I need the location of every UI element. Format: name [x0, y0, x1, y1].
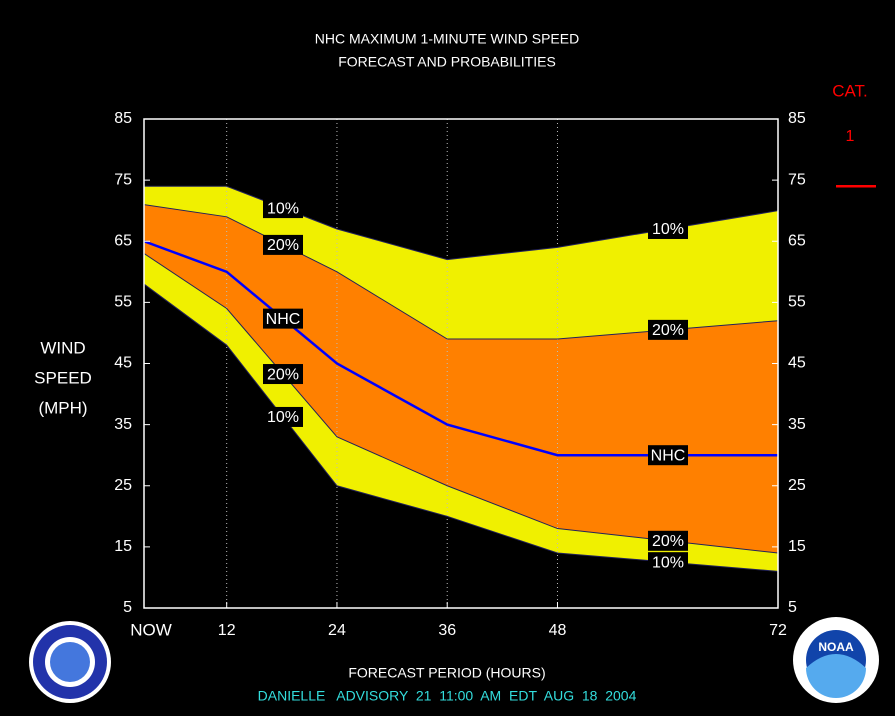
y2-tick-label: 5: [788, 599, 797, 616]
x-tick-label: 48: [549, 622, 567, 639]
x-tick-label: 72: [769, 622, 787, 639]
series-label: 20%: [652, 533, 684, 550]
series-line: [143, 253, 779, 554]
x-tick-label: 24: [328, 622, 346, 639]
series-label: 10%: [652, 221, 684, 238]
noaa-logo: NOAA: [793, 617, 879, 703]
label-box: [648, 445, 688, 466]
series-label: 10%: [652, 554, 684, 571]
y-axis-label: SPEED: [34, 368, 92, 387]
series-label: NHC: [266, 311, 301, 328]
y2-tick-label: 65: [788, 232, 806, 249]
label-box: [263, 364, 303, 385]
label-box: [263, 308, 303, 329]
y2-tick-label: 55: [788, 294, 806, 311]
label-box: [263, 234, 303, 255]
label-box: [263, 198, 303, 219]
probability-band: [144, 204, 778, 553]
series-label: 10%: [267, 409, 299, 426]
logo-text: NOAA: [818, 640, 854, 654]
y2-tick-label: 85: [788, 110, 806, 127]
label-box: [648, 218, 688, 239]
series-label: 10%: [267, 200, 299, 217]
series-label: 20%: [267, 366, 299, 383]
y-tick-label: 45: [114, 355, 132, 372]
category-name: 1: [846, 128, 855, 145]
label-box: [648, 530, 688, 551]
footer: DANIELLE ADVISORY 21 11:00 AM EDT AUG 18…: [258, 688, 637, 704]
y-tick-label: 65: [114, 232, 132, 249]
label-box: [648, 552, 688, 573]
x-tick-label: 36: [438, 622, 456, 639]
y-tick-label: 35: [114, 416, 132, 433]
y-axis-label: (MPH): [38, 398, 87, 417]
y2-tick-label: 25: [788, 477, 806, 494]
y2-tick-label: 75: [788, 171, 806, 188]
series-label: 20%: [652, 322, 684, 339]
label-box: [648, 319, 688, 340]
series-label: 20%: [267, 237, 299, 254]
logo-center: [50, 642, 90, 682]
logo-wave: [806, 654, 866, 698]
y-tick-label: 85: [114, 110, 132, 127]
y-tick-label: 75: [114, 171, 132, 188]
series-line: [143, 240, 778, 457]
y-tick-label: 15: [114, 538, 132, 555]
y-axis-label: WIND: [40, 338, 85, 357]
y-tick-label: 25: [114, 477, 132, 494]
category-label: CAT.: [832, 81, 868, 100]
series-line: [143, 283, 779, 572]
label-box: [263, 406, 303, 427]
chart-title: NHC MAXIMUM 1-MINUTE WIND SPEED: [315, 31, 579, 47]
series-line: [143, 204, 779, 340]
series-line: [144, 185, 779, 261]
y2-tick-label: 35: [788, 416, 806, 433]
chart-title: FORECAST AND PROBABILITIES: [338, 54, 556, 70]
y-tick-label: 55: [114, 294, 132, 311]
x-tick-label: 12: [218, 622, 236, 639]
y-tick-label: 5: [123, 599, 132, 616]
y2-tick-label: 45: [788, 355, 806, 372]
x-tick-label: NOW: [130, 620, 172, 639]
series-label: NHC: [651, 447, 686, 464]
x-axis-label: FORECAST PERIOD (HOURS): [348, 665, 545, 681]
nws-logo: [29, 621, 111, 703]
y2-tick-label: 15: [788, 538, 806, 555]
